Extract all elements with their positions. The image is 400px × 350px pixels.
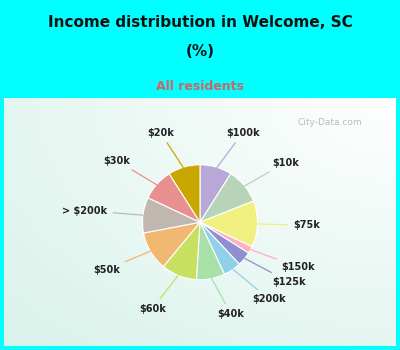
Text: $75k: $75k xyxy=(257,220,320,230)
Text: $125k: $125k xyxy=(244,258,305,287)
Text: $10k: $10k xyxy=(244,158,299,186)
Text: > $200k: > $200k xyxy=(62,205,143,216)
Wedge shape xyxy=(200,222,239,274)
Wedge shape xyxy=(200,165,231,222)
Wedge shape xyxy=(200,174,254,222)
Wedge shape xyxy=(200,201,258,247)
Wedge shape xyxy=(169,165,200,222)
Text: City-Data.com: City-Data.com xyxy=(298,118,363,127)
Text: $20k: $20k xyxy=(147,128,183,167)
Wedge shape xyxy=(144,222,200,267)
Text: $200k: $200k xyxy=(233,269,286,304)
Wedge shape xyxy=(200,222,252,253)
Text: $40k: $40k xyxy=(212,278,244,319)
Text: $150k: $150k xyxy=(250,250,315,272)
Text: Income distribution in Welcome, SC: Income distribution in Welcome, SC xyxy=(48,15,352,30)
Text: $100k: $100k xyxy=(217,128,260,168)
Wedge shape xyxy=(148,174,200,222)
Text: All residents: All residents xyxy=(156,80,244,93)
Text: (%): (%) xyxy=(186,44,214,59)
Wedge shape xyxy=(196,222,224,280)
Text: $60k: $60k xyxy=(139,275,178,314)
Wedge shape xyxy=(163,222,200,280)
Text: $50k: $50k xyxy=(93,251,150,275)
Wedge shape xyxy=(142,198,200,233)
Wedge shape xyxy=(200,222,248,264)
Text: $30k: $30k xyxy=(103,156,157,185)
